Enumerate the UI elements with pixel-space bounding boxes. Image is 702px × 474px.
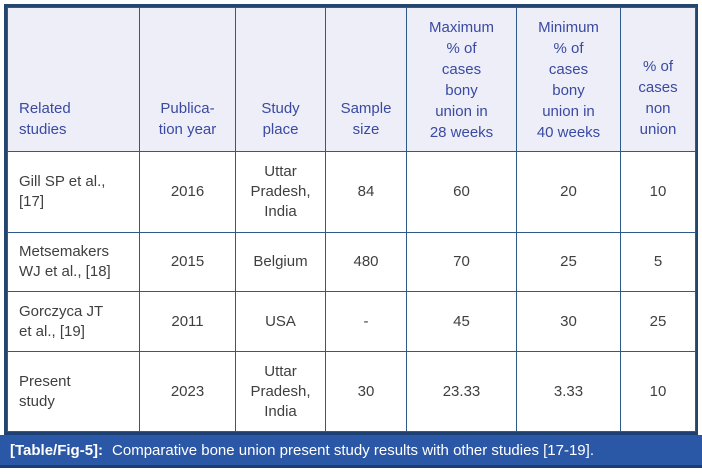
comparative-studies-table: Related studies Publica- tion year Study… xyxy=(7,7,696,432)
col-header-publication-year: Publica- tion year xyxy=(139,7,236,152)
figure-caption-text: Comparative bone union present study res… xyxy=(112,441,594,459)
cell-min-union-40wk: 30 xyxy=(516,291,621,352)
header-row: Related studies Publica- tion year Study… xyxy=(7,7,696,152)
cell-max-union-28wk: 23.33 xyxy=(406,351,517,432)
cell-sample-size: 480 xyxy=(325,232,407,292)
cell-max-union-28wk: 60 xyxy=(406,151,517,233)
cell-non-union: 25 xyxy=(620,291,696,352)
cell-study-place: Uttar Pradesh, India xyxy=(235,151,326,233)
table-row: Present study 2023 Uttar Pradesh, India … xyxy=(7,351,696,432)
col-header-min-union-40wk: Minimum % of cases bony union in 40 week… xyxy=(516,7,621,152)
cell-max-union-28wk: 45 xyxy=(406,291,517,352)
col-header-related-studies: Related studies xyxy=(7,7,140,152)
col-header-non-union: % of cases non union xyxy=(620,7,696,152)
cell-sample-size: 30 xyxy=(325,351,407,432)
cell-non-union: 10 xyxy=(620,351,696,432)
cell-sample-size: 84 xyxy=(325,151,407,233)
col-header-study-place: Study place xyxy=(235,7,326,152)
cell-study-name: Metsemakers WJ et al., [18] xyxy=(7,232,140,292)
cell-publication-year: 2015 xyxy=(139,232,236,292)
cell-min-union-40wk: 25 xyxy=(516,232,621,292)
col-header-sample-size: Sample size xyxy=(325,7,407,152)
table-row: Gill SP et al., [17] 2016 Uttar Pradesh,… xyxy=(7,151,696,233)
table-row: Metsemakers WJ et al., [18] 2015 Belgium… xyxy=(7,232,696,292)
cell-publication-year: 2016 xyxy=(139,151,236,233)
cell-publication-year: 2011 xyxy=(139,291,236,352)
cell-max-union-28wk: 70 xyxy=(406,232,517,292)
cell-study-place: Belgium xyxy=(235,232,326,292)
cell-study-place: USA xyxy=(235,291,326,352)
table-figure: Related studies Publica- tion year Study… xyxy=(0,4,702,474)
cell-study-name: Present study xyxy=(7,351,140,432)
cell-min-union-40wk: 20 xyxy=(516,151,621,233)
figure-caption-bar: [Table/Fig-5]: Comparative bone union pr… xyxy=(0,435,702,468)
cell-min-union-40wk: 3.33 xyxy=(516,351,621,432)
cell-non-union: 5 xyxy=(620,232,696,292)
figure-caption-label: [Table/Fig-5]: xyxy=(10,441,104,459)
cell-study-name: Gorczyca JT et al., [19] xyxy=(7,291,140,352)
table-row: Gorczyca JT et al., [19] 2011 USA - 45 3… xyxy=(7,291,696,352)
cell-sample-size: - xyxy=(325,291,407,352)
cell-study-place: Uttar Pradesh, India xyxy=(235,351,326,432)
col-header-max-union-28wk: Maximum % of cases bony union in 28 week… xyxy=(406,7,517,152)
comparative-studies-table-wrap: Related studies Publica- tion year Study… xyxy=(4,4,698,435)
cell-study-name: Gill SP et al., [17] xyxy=(7,151,140,233)
cell-non-union: 10 xyxy=(620,151,696,233)
cell-publication-year: 2023 xyxy=(139,351,236,432)
